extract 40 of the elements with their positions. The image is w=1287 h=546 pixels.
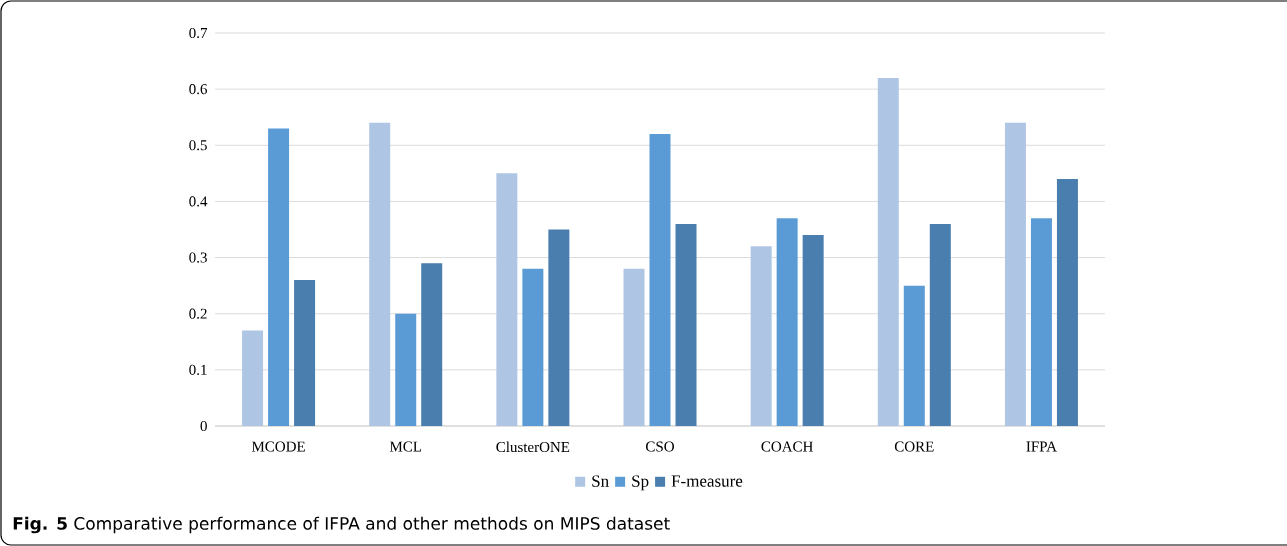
legend-label: Sn (592, 475, 609, 487)
legend-label: F-measure (671, 475, 743, 487)
y-tick-label: 0.2 (189, 308, 207, 319)
bar (1030, 218, 1052, 426)
bar (242, 330, 264, 426)
y-tick-label: 0.1 (189, 364, 207, 375)
y-tick-label: 0 (200, 420, 207, 432)
bar (522, 268, 544, 426)
x-tick-label: CSO (646, 441, 674, 452)
bar (877, 77, 899, 426)
x-tick-label: ClusterONE (496, 441, 570, 453)
bar (623, 268, 645, 426)
x-tick-label: IFPA (1026, 441, 1057, 452)
bar (268, 128, 290, 426)
legend-label: Sp (632, 475, 649, 491)
x-tick-label: MCODE (251, 441, 305, 452)
bar (776, 218, 798, 426)
bar (496, 173, 518, 426)
bar (548, 229, 570, 426)
text: Fig. 5 Comparative performance of IFPA and other methods on MIPS dataset (13, 516, 670, 534)
bar (802, 235, 824, 426)
y-tick-label: 0.6 (189, 84, 208, 95)
y-tick-label: 0.4 (189, 196, 208, 207)
bar (1056, 178, 1078, 426)
bar (675, 223, 697, 426)
y-tick-label: 0.5 (189, 140, 207, 151)
bar (1004, 122, 1026, 426)
x-tick-label: MCL (389, 441, 422, 452)
bar (903, 285, 925, 426)
x-tick-label: COACH (761, 441, 813, 452)
bar (649, 134, 671, 426)
bar (369, 122, 391, 426)
bar (421, 263, 443, 426)
y-tick-label: 0.7 (189, 27, 208, 39)
x-tick-label: CORE (894, 441, 934, 452)
bar (294, 280, 316, 426)
bar (750, 246, 772, 426)
bar (395, 313, 417, 426)
bar (929, 223, 951, 426)
y-tick-label: 0.3 (189, 252, 207, 263)
